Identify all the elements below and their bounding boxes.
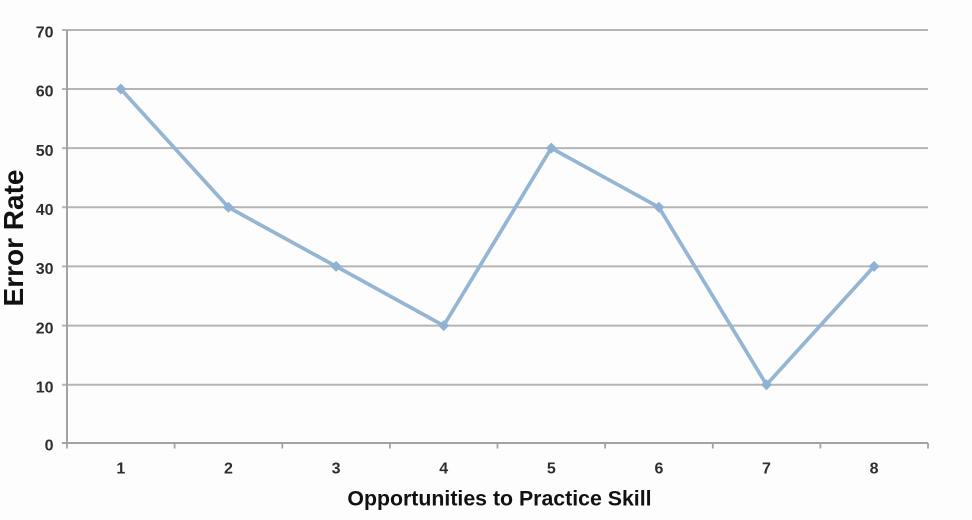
svg-text:0: 0 — [45, 438, 54, 455]
svg-text:50: 50 — [36, 143, 54, 160]
svg-text:40: 40 — [36, 202, 54, 219]
svg-text:3: 3 — [332, 461, 341, 478]
svg-text:2: 2 — [224, 461, 233, 478]
svg-text:5: 5 — [547, 461, 556, 478]
svg-text:30: 30 — [36, 261, 54, 278]
svg-text:10: 10 — [36, 379, 54, 396]
svg-text:8: 8 — [870, 461, 879, 478]
svg-text:7: 7 — [762, 461, 771, 478]
svg-text:70: 70 — [36, 25, 54, 42]
svg-text:Opportunities to Practice Skil: Opportunities to Practice Skill — [347, 487, 651, 511]
svg-text:4: 4 — [439, 461, 448, 478]
svg-text:20: 20 — [36, 320, 54, 337]
svg-text:6: 6 — [654, 461, 663, 478]
svg-text:1: 1 — [116, 461, 125, 478]
svg-text:60: 60 — [36, 84, 54, 101]
svg-text:Error Rate: Error Rate — [0, 170, 29, 307]
